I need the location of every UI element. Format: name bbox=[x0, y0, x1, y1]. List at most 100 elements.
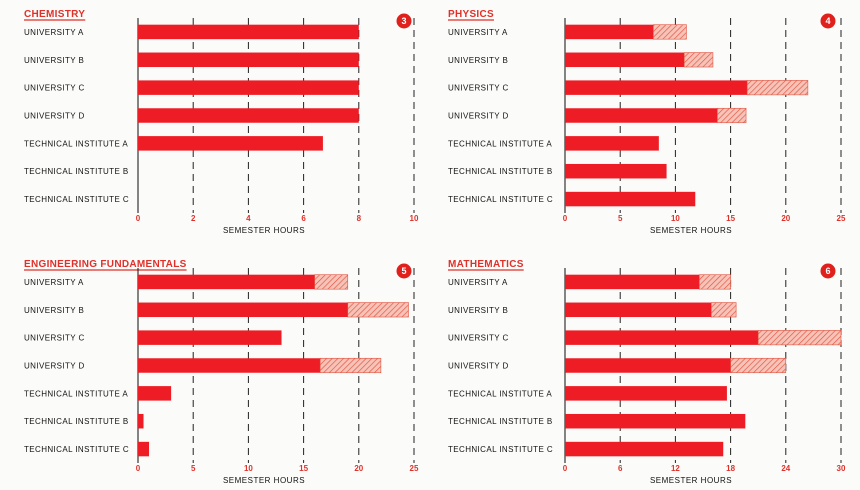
bar-solid bbox=[565, 80, 748, 95]
bar-solid bbox=[565, 136, 659, 151]
x-tick-label: 20 bbox=[781, 214, 790, 223]
bar-hatched bbox=[757, 330, 842, 346]
bar-solid bbox=[565, 386, 727, 401]
panel-number-badge bbox=[820, 263, 836, 279]
x-tick-label: 0 bbox=[136, 214, 141, 223]
chart-panel-3: ENGINEERING FUNDAMENTALS 5 UNIVERSITY A UNI… bbox=[24, 259, 419, 485]
bar-hatched bbox=[314, 274, 349, 290]
bar-solid bbox=[565, 108, 718, 123]
x-tick-label: 10 bbox=[244, 464, 253, 473]
x-tick-label: 6 bbox=[301, 214, 306, 223]
category-label: TECHNICAL INSTITUTE B bbox=[448, 167, 553, 176]
x-tick-label: 8 bbox=[357, 214, 362, 223]
bar-hatched bbox=[319, 357, 382, 374]
bar-hatched bbox=[717, 107, 747, 124]
chart-panel-2: PHYSICS 4 UNIVERSITY A UNIVERSITY B UNIVERSI… bbox=[448, 9, 846, 235]
bar-solid bbox=[565, 163, 667, 179]
category-label: UNIVERSITY C bbox=[24, 334, 85, 343]
chart-title: MATHEMATICS bbox=[448, 259, 524, 270]
bar-hatched bbox=[347, 302, 409, 318]
bar-solid bbox=[565, 302, 712, 318]
bar-solid bbox=[565, 274, 700, 290]
x-tick-label: 10 bbox=[671, 214, 680, 223]
bar-hatched bbox=[730, 357, 787, 374]
category-label: UNIVERSITY D bbox=[24, 362, 85, 371]
bar-solid bbox=[138, 302, 348, 318]
panel-number-badge bbox=[396, 263, 412, 279]
bar-solid bbox=[565, 441, 724, 457]
chart-title: ENGINEERING FUNDAMENTALS bbox=[24, 259, 187, 270]
chart-panel-4: MATHEMATICS 6 UNIVERSITY A UNIVERSITY B UNIV… bbox=[448, 259, 846, 485]
x-tick-label: 5 bbox=[191, 464, 196, 473]
x-axis-label: SEMESTER HOURS bbox=[650, 226, 732, 235]
x-tick-label: 5 bbox=[618, 214, 623, 223]
bar-solid bbox=[138, 330, 282, 345]
category-label: UNIVERSITY B bbox=[24, 56, 84, 65]
x-tick-label: 30 bbox=[837, 464, 846, 473]
category-label: UNIVERSITY A bbox=[448, 28, 508, 37]
x-tick-label: 4 bbox=[246, 214, 251, 223]
bar-solid bbox=[565, 52, 685, 68]
category-label: UNIVERSITY A bbox=[24, 278, 84, 287]
bar-solid bbox=[138, 136, 323, 151]
category-label: TECHNICAL INSTITUTE C bbox=[448, 445, 553, 454]
category-label: UNIVERSITY B bbox=[24, 306, 84, 315]
panel-number-label: 6 bbox=[825, 266, 830, 276]
x-tick-label: 12 bbox=[671, 464, 680, 473]
bar-solid bbox=[138, 413, 144, 429]
category-label: UNIVERSITY D bbox=[24, 112, 85, 121]
bar-solid bbox=[138, 386, 172, 401]
category-label: UNIVERSITY D bbox=[448, 362, 509, 371]
bar-solid bbox=[565, 413, 746, 429]
panel-number-label: 5 bbox=[401, 266, 406, 276]
bar-solid bbox=[565, 24, 654, 40]
bar-solid bbox=[565, 191, 696, 207]
x-tick-label: 6 bbox=[618, 464, 623, 473]
bar-solid bbox=[138, 24, 359, 40]
category-label: UNIVERSITY B bbox=[448, 56, 508, 65]
category-label: TECHNICAL INSTITUTE A bbox=[24, 389, 128, 398]
x-tick-label: 15 bbox=[299, 464, 308, 473]
x-tick-label: 24 bbox=[781, 464, 790, 473]
category-label: UNIVERSITY B bbox=[448, 306, 508, 315]
panel-number-label: 4 bbox=[825, 16, 830, 26]
x-axis-label: SEMESTER HOURS bbox=[650, 476, 732, 485]
bar-solid bbox=[138, 52, 359, 68]
category-label: UNIVERSITY C bbox=[448, 334, 509, 343]
chart-panel-1: CHEMISTRY 3 UNIVERSITY A UNIVERSITY B UNIVER… bbox=[24, 9, 419, 235]
category-label: TECHNICAL INSTITUTE C bbox=[448, 195, 553, 204]
x-tick-label: 0 bbox=[136, 464, 141, 473]
bar-solid bbox=[138, 441, 150, 457]
category-label: TECHNICAL INSTITUTE A bbox=[448, 139, 552, 148]
bar-hatched bbox=[683, 52, 714, 68]
x-tick-label: 15 bbox=[726, 214, 735, 223]
x-axis-label: SEMESTER HOURS bbox=[223, 226, 305, 235]
category-label: UNIVERSITY A bbox=[24, 28, 84, 37]
category-label: UNIVERSITY D bbox=[448, 112, 509, 121]
category-label: TECHNICAL INSTITUTE A bbox=[24, 139, 128, 148]
x-tick-label: 20 bbox=[354, 464, 363, 473]
bar-solid bbox=[138, 358, 321, 373]
bar-hatched bbox=[699, 274, 731, 290]
bar-solid bbox=[138, 108, 359, 123]
chart-title: CHEMISTRY bbox=[24, 9, 85, 20]
category-label: TECHNICAL INSTITUTE A bbox=[448, 389, 552, 398]
x-tick-label: 18 bbox=[726, 464, 735, 473]
bar-solid bbox=[138, 80, 359, 95]
bar-solid bbox=[565, 358, 731, 373]
x-tick-label: 10 bbox=[410, 214, 419, 223]
x-axis-label: SEMESTER HOURS bbox=[223, 476, 305, 485]
bar-hatched bbox=[653, 24, 687, 40]
panel-number-label: 3 bbox=[401, 16, 406, 26]
x-tick-label: 25 bbox=[410, 464, 419, 473]
category-label: TECHNICAL INSTITUTE C bbox=[24, 445, 129, 454]
x-tick-label: 25 bbox=[837, 214, 846, 223]
bar-solid bbox=[565, 330, 759, 345]
category-label: TECHNICAL INSTITUTE C bbox=[24, 195, 129, 204]
category-label: TECHNICAL INSTITUTE B bbox=[24, 417, 129, 426]
x-tick-label: 2 bbox=[191, 214, 196, 223]
panel-number-badge bbox=[820, 13, 836, 29]
category-label: TECHNICAL INSTITUTE B bbox=[448, 417, 553, 426]
